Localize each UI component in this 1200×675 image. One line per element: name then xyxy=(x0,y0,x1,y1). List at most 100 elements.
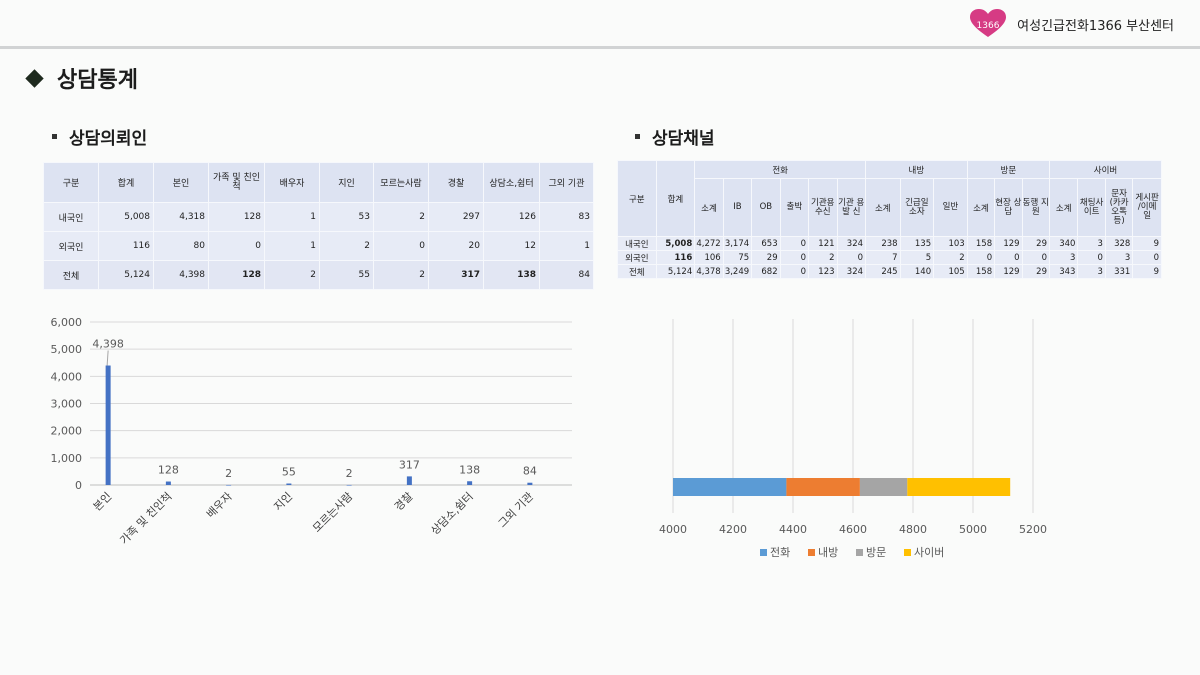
x-tick-label: 모르는사람 xyxy=(310,490,355,535)
table-cell: 0 xyxy=(1132,250,1162,265)
table-header: 본인 xyxy=(153,162,209,203)
table-cell: 158 xyxy=(966,264,996,279)
table-subheader: 채팅사 이트 xyxy=(1077,178,1106,237)
table-header: 합계 xyxy=(655,160,696,237)
table-cell: 4,398 xyxy=(153,260,209,290)
table-cell: 2 xyxy=(373,202,429,232)
table-cell: 5,008 xyxy=(655,236,696,251)
table-cell: 9 xyxy=(1132,236,1162,251)
y-tick-label: 3,000 xyxy=(51,398,83,411)
table-cell: 2 xyxy=(808,250,838,265)
table-cell: 158 xyxy=(966,236,996,251)
x-tick-label: 지인 xyxy=(271,490,295,514)
table-row: 내국인 5,008 4,272 3,174 653 0 121 324 238 … xyxy=(617,236,1162,251)
section-title-right: 상담채널 xyxy=(635,124,715,149)
y-tick-label: 1,000 xyxy=(51,452,83,465)
square-bullet-icon xyxy=(52,134,57,139)
table-row-total: 전체 5,124 4,398 128 2 55 2 317 138 84 xyxy=(43,260,594,290)
group-header: 방문 xyxy=(966,160,1050,179)
table-cell: 135 xyxy=(899,236,935,251)
channel-table: 구분 합계 전화 내방 방문 사이버 소계 IB OB 출박 기관용 수신 기관… xyxy=(617,160,1163,279)
table-cell: 0 xyxy=(836,250,867,265)
table-cell: 3 xyxy=(1048,250,1079,265)
table-cell: 0 xyxy=(1021,250,1050,265)
table-cell: 116 xyxy=(98,231,154,261)
y-tick-label: 5,000 xyxy=(51,343,83,356)
table-cell: 20 xyxy=(428,231,484,261)
table-cell: 75 xyxy=(722,250,753,265)
data-label: 84 xyxy=(523,465,537,478)
leader-line xyxy=(106,350,109,366)
table-cell: 128 xyxy=(208,260,265,290)
table-cell: 340 xyxy=(1048,236,1079,251)
legend-label: 사이버 xyxy=(914,546,944,559)
channel-stacked-bar-chart: 4000 4200 4400 4600 4800 5000 5200 전화 내방 방문 사이버 xyxy=(659,319,1047,559)
table-cell: 3 xyxy=(1077,236,1106,251)
table-cell: 0 xyxy=(1077,250,1106,265)
table-cell: 7 xyxy=(865,250,901,265)
bar-segment xyxy=(786,478,860,496)
table-cell: 3,174 xyxy=(722,236,753,251)
table-subheader: 기관용 수신 xyxy=(808,178,838,237)
table-cell: 0 xyxy=(779,250,810,265)
table-header-row: 구분 합계 본인 가족 및 친인척 배우자 지인 모르는사람 경찰 상담소,쉼터… xyxy=(43,162,594,203)
x-tick-label: 경찰 xyxy=(392,490,416,514)
table-header: 지인 xyxy=(319,162,374,203)
table-cell: 653 xyxy=(751,236,781,251)
bar-segment xyxy=(673,478,787,496)
org-name: 여성긴급전화1366 부산센터 xyxy=(1017,18,1174,34)
table-cell: 55 xyxy=(319,260,374,290)
x-tick-label: 4400 xyxy=(779,523,807,536)
table-cell: 106 xyxy=(694,250,724,265)
table-cell: 126 xyxy=(483,202,540,232)
table-subheader: 소계 xyxy=(966,178,996,237)
data-label: 55 xyxy=(282,466,296,479)
table-subheader: IB xyxy=(722,178,753,237)
table-cell: 116 xyxy=(655,250,696,265)
table-cell: 123 xyxy=(808,264,838,279)
page-title-text: 상담통계 xyxy=(57,68,138,93)
header-divider xyxy=(0,46,1200,49)
table-subheader: 게시판 /이메 일 xyxy=(1132,178,1162,237)
table-cell: 0 xyxy=(779,264,810,279)
table-subheader: 일반 xyxy=(933,178,968,237)
table-cell: 5,124 xyxy=(655,264,696,279)
section-title-right-text: 상담채널 xyxy=(652,129,715,149)
table-header-row: 구분 합계 전화 내방 방문 사이버 xyxy=(617,160,1163,237)
table-header: 경찰 xyxy=(428,162,484,203)
row-label: 전체 xyxy=(617,264,657,279)
table-row-total: 전체 5,124 4,378 3,249 682 0 123 324 245 1… xyxy=(617,264,1162,279)
data-label: 317 xyxy=(399,458,420,471)
x-tick-label: 4800 xyxy=(899,523,927,536)
table-cell: 2 xyxy=(319,231,374,261)
data-label: 2 xyxy=(225,467,232,480)
legend-swatch xyxy=(808,549,815,556)
table-cell: 12 xyxy=(483,231,540,261)
table-cell: 140 xyxy=(899,264,935,279)
table-header: 상담소,쉼터 xyxy=(483,162,540,203)
table-cell: 238 xyxy=(865,236,901,251)
data-label: 4,398 xyxy=(92,338,124,351)
table-subheader: 현장 상담 xyxy=(994,178,1023,237)
x-tick-label: 상담소,쉼터 xyxy=(428,490,475,537)
table-cell: 29 xyxy=(1021,264,1050,279)
table-cell: 103 xyxy=(933,236,968,251)
table-subheader: 소계 xyxy=(865,178,901,237)
table-cell: 245 xyxy=(865,264,901,279)
table-cell: 5,124 xyxy=(98,260,154,290)
legend-swatch xyxy=(856,549,863,556)
table-row: 외국인 116 80 0 1 2 0 20 12 1 xyxy=(43,231,594,261)
row-label: 내국인 xyxy=(617,236,657,251)
x-tick-label: 4000 xyxy=(659,523,687,536)
table-cell: 328 xyxy=(1104,236,1134,251)
section-title-left-text: 상담의뢰인 xyxy=(69,129,148,149)
bar xyxy=(286,483,292,485)
table-cell: 4,272 xyxy=(694,236,724,251)
data-label: 2 xyxy=(346,467,353,480)
table-header: 합계 xyxy=(98,162,154,203)
y-tick-label: 2,000 xyxy=(51,425,83,438)
x-tick-label: 본인 xyxy=(91,490,115,514)
section-title-left: 상담의뢰인 xyxy=(52,124,147,149)
table-cell: 1 xyxy=(539,231,594,261)
data-label: 138 xyxy=(459,463,480,476)
